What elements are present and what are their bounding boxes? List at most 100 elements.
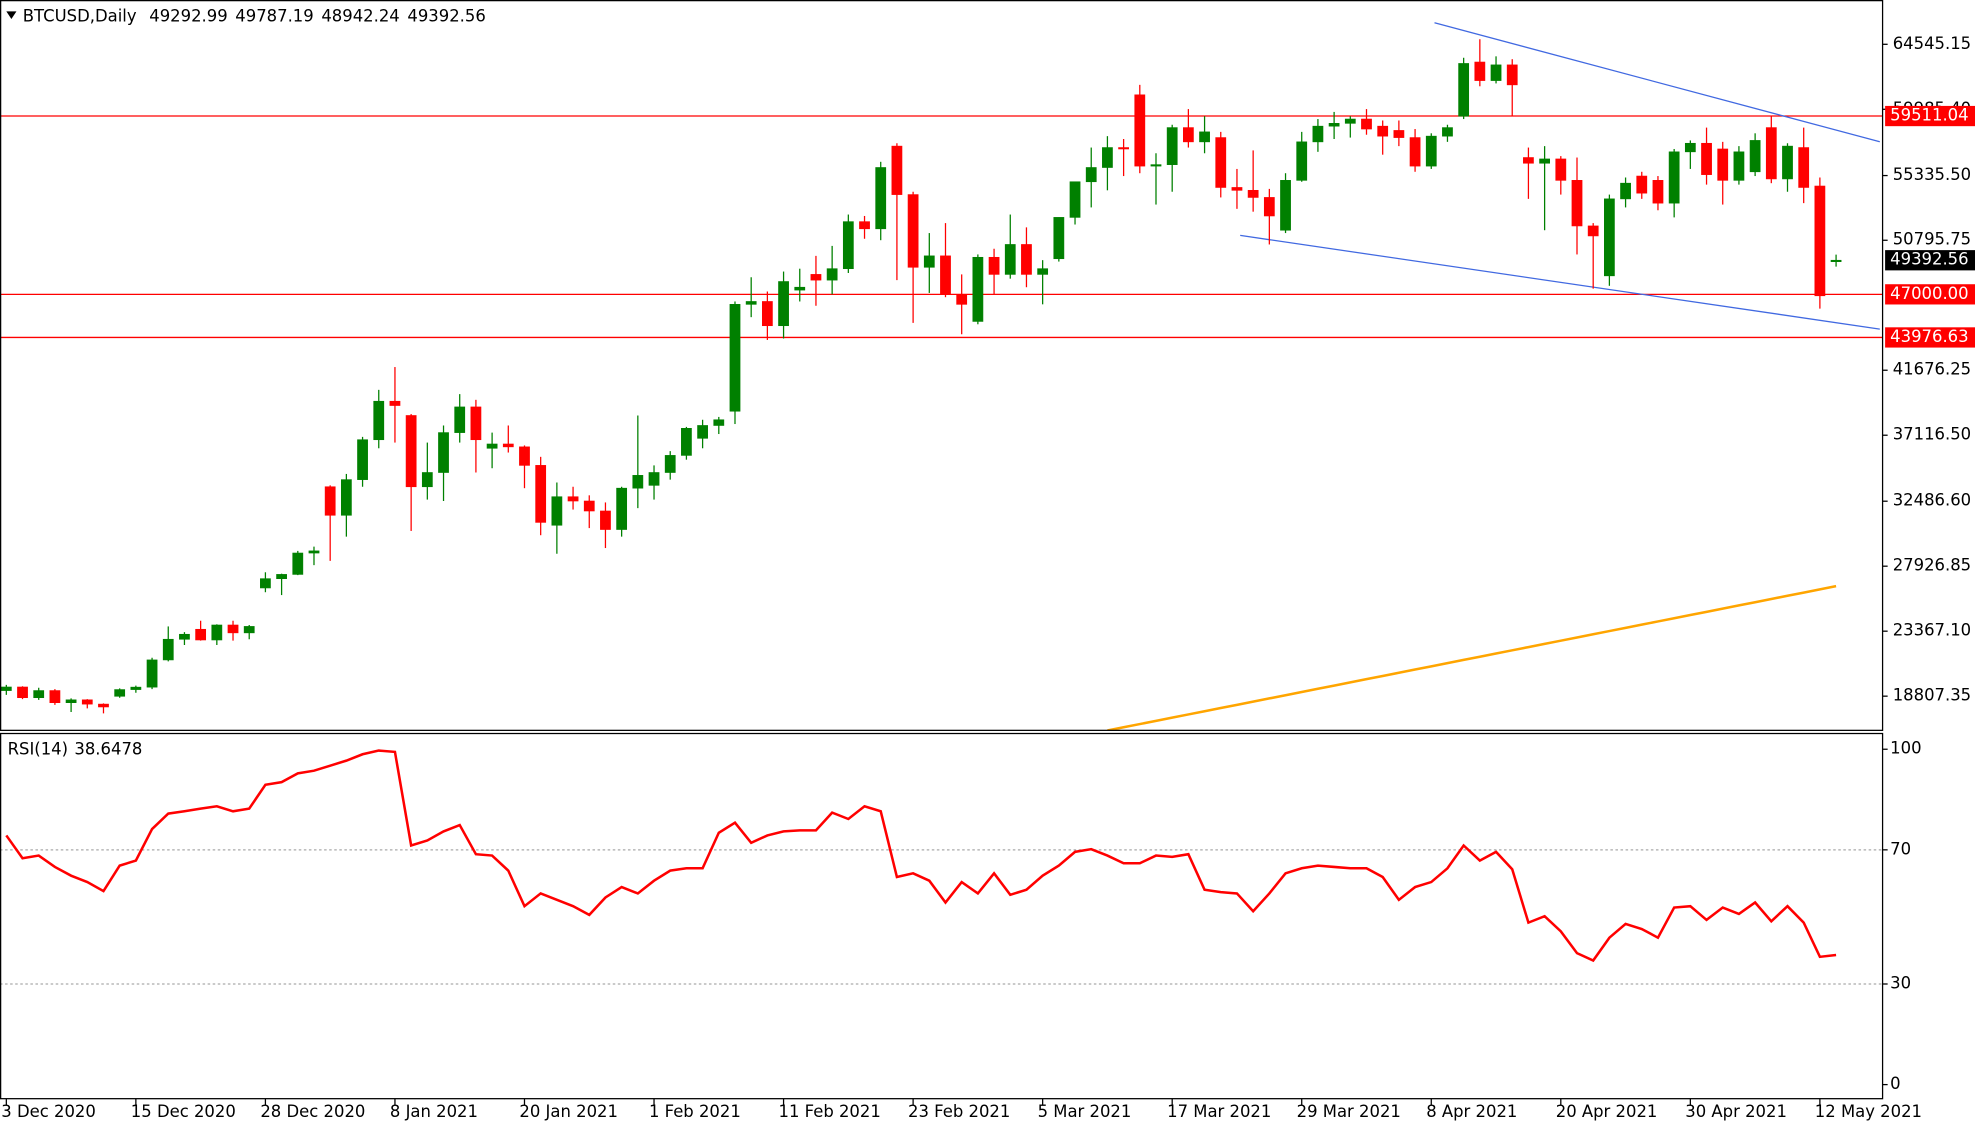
candle-body bbox=[1474, 61, 1486, 81]
candle-body bbox=[146, 659, 158, 688]
candle-body bbox=[745, 301, 757, 305]
candle-body bbox=[1814, 185, 1826, 297]
candle-body bbox=[340, 479, 352, 516]
y-tick-label: 37116.50 bbox=[1893, 425, 1971, 444]
candle-body bbox=[1523, 157, 1534, 164]
candle-body bbox=[1053, 217, 1065, 260]
candle-body bbox=[600, 510, 611, 530]
close-value: 49392.56 bbox=[407, 6, 485, 25]
axes: 64545.1559985.4055335.5050795.7541676.25… bbox=[1, 34, 1975, 1121]
candle-body bbox=[1798, 147, 1810, 188]
candle-body bbox=[1717, 148, 1729, 181]
rsi-line bbox=[5, 749, 1837, 963]
candle-body bbox=[1506, 64, 1518, 86]
candle-body bbox=[243, 626, 255, 634]
candle-body bbox=[308, 550, 320, 554]
candle-body bbox=[940, 255, 951, 295]
y-tick-label: 30 bbox=[1890, 973, 1911, 992]
candle-body bbox=[1409, 137, 1421, 167]
y-tick-label: 50795.75 bbox=[1893, 230, 1971, 249]
candle-body bbox=[470, 406, 482, 441]
y-tick-label: 55335.50 bbox=[1893, 165, 1971, 184]
candle-body bbox=[1280, 180, 1291, 231]
candle-body bbox=[1701, 142, 1712, 175]
candle-body bbox=[907, 194, 919, 268]
candle-body bbox=[405, 415, 417, 488]
y-tick-label: 0 bbox=[1890, 1074, 1900, 1093]
candle-body bbox=[33, 690, 45, 699]
candle-body bbox=[826, 268, 838, 281]
candle-body bbox=[1102, 147, 1113, 168]
candle-body bbox=[1215, 137, 1227, 188]
candle-body bbox=[324, 486, 336, 516]
candle-body bbox=[729, 304, 741, 412]
candle-body bbox=[1393, 130, 1405, 138]
candle-body bbox=[648, 472, 660, 486]
candle-body bbox=[276, 574, 287, 580]
candle-body bbox=[486, 443, 498, 449]
candle-body bbox=[761, 301, 773, 327]
candle-body bbox=[1765, 127, 1777, 180]
candle-body bbox=[1668, 151, 1680, 204]
low-value: 48942.24 bbox=[321, 6, 399, 25]
x-tick-label: 20 Jan 2021 bbox=[519, 1102, 618, 1121]
candle-body bbox=[1085, 167, 1097, 183]
candle-body bbox=[875, 167, 887, 230]
y-tick-label: 70 bbox=[1890, 839, 1911, 858]
x-tick-label: 30 Apr 2021 bbox=[1685, 1102, 1787, 1121]
rsi-value: 38.6478 bbox=[74, 739, 142, 758]
candle-body bbox=[1166, 127, 1178, 165]
candle-body bbox=[664, 455, 676, 473]
candle-body bbox=[1004, 244, 1016, 275]
candle-body bbox=[65, 699, 77, 703]
rsi-title: RSI(14) bbox=[8, 739, 68, 758]
candle-body bbox=[292, 552, 304, 575]
candle-body bbox=[1555, 158, 1567, 181]
candle-body bbox=[98, 703, 109, 708]
x-tick-label: 8 Jan 2021 bbox=[390, 1102, 478, 1121]
candle-body bbox=[0, 686, 12, 691]
candle-body bbox=[1377, 125, 1389, 137]
price-label-box bbox=[1885, 250, 1975, 271]
rsi-frame bbox=[0, 732, 1884, 1100]
candle-body bbox=[1247, 189, 1259, 198]
price-frame bbox=[0, 0, 1884, 731]
candle-body bbox=[1684, 142, 1696, 153]
x-tick-label: 29 Mar 2021 bbox=[1297, 1102, 1401, 1121]
level-label: 43976.63 bbox=[1890, 327, 1968, 346]
candle-body bbox=[1069, 181, 1081, 218]
candle-body bbox=[1328, 123, 1340, 127]
candle-body bbox=[227, 624, 239, 634]
y-tick-label: 32486.60 bbox=[1893, 491, 1971, 510]
candle-body bbox=[681, 428, 692, 456]
candle-body bbox=[373, 400, 385, 441]
candle-body bbox=[438, 432, 449, 473]
menu-triangle[interactable] bbox=[6, 11, 17, 19]
candle-body bbox=[1733, 151, 1745, 181]
candle-body bbox=[1604, 198, 1615, 277]
candle-body bbox=[632, 475, 644, 489]
candle-body bbox=[130, 686, 142, 690]
candle-body bbox=[1361, 118, 1372, 130]
candle-body bbox=[923, 255, 935, 268]
candle-body bbox=[1571, 180, 1583, 227]
candle-body bbox=[454, 406, 466, 433]
candle-body bbox=[972, 256, 984, 322]
x-tick-label: 5 Mar 2021 bbox=[1038, 1102, 1132, 1121]
candle-body bbox=[1150, 164, 1162, 167]
x-tick-label: 28 Dec 2020 bbox=[260, 1102, 365, 1121]
candle-body bbox=[1652, 180, 1664, 204]
candle-body bbox=[49, 690, 61, 703]
candle-body bbox=[114, 689, 126, 697]
rsi-header: RSI(14) 38.6478 bbox=[8, 739, 143, 758]
candle-body bbox=[1620, 182, 1631, 200]
level-label-box bbox=[1885, 284, 1975, 305]
candle-body bbox=[1458, 63, 1470, 117]
candle-body bbox=[17, 686, 28, 699]
x-tick-label: 23 Feb 2021 bbox=[908, 1102, 1010, 1121]
candle-body bbox=[1134, 94, 1146, 167]
candle-body bbox=[1037, 268, 1049, 275]
candle-body bbox=[616, 487, 628, 530]
candle-body bbox=[179, 633, 190, 640]
